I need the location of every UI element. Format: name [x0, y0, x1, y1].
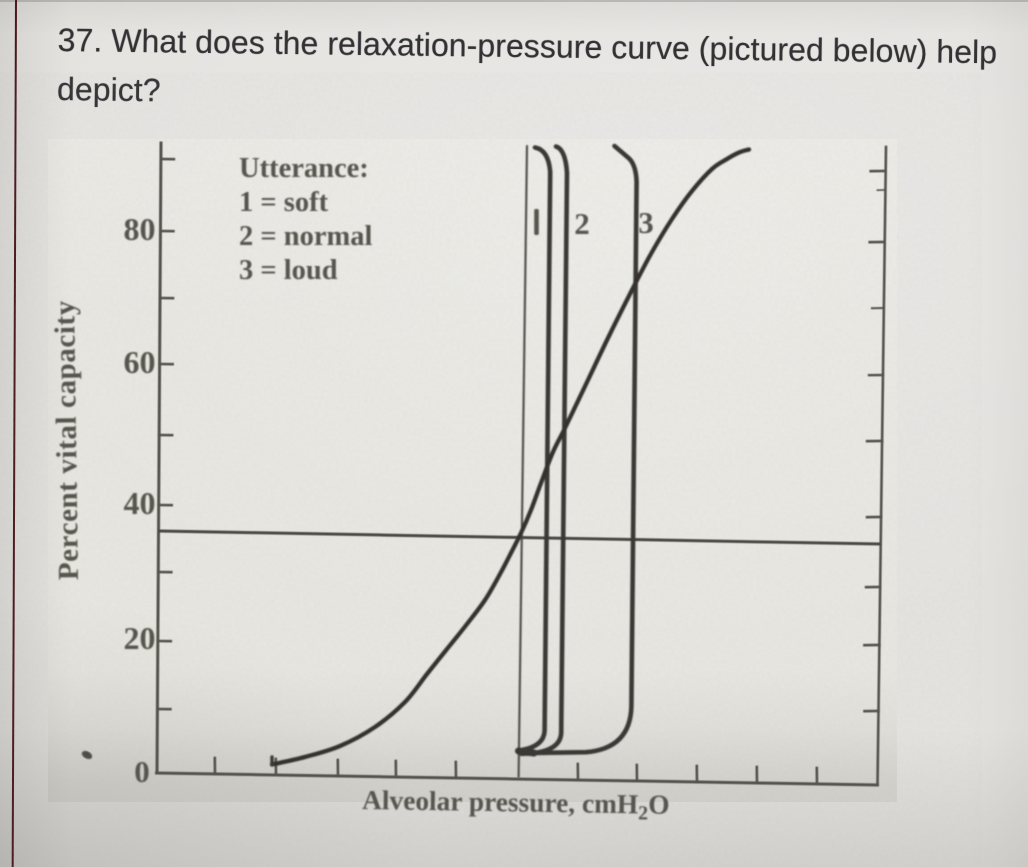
svg-text:Utterance:: Utterance:	[239, 153, 369, 184]
svg-text:3 = loud: 3 = loud	[239, 255, 338, 286]
svg-text:2 = normal: 2 = normal	[239, 221, 372, 252]
svg-text:80: 80	[124, 211, 156, 247]
svg-text:60: 60	[124, 344, 156, 380]
svg-text:0: 0	[134, 754, 150, 789]
svg-text:Percent vital capacity: Percent vital capacity	[49, 300, 85, 580]
svg-text:2: 2	[574, 206, 590, 241]
svg-text:40: 40	[124, 485, 156, 521]
svg-text:1 = soft: 1 = soft	[239, 187, 329, 218]
svg-text:20: 20	[124, 620, 156, 656]
svg-text:3: 3	[638, 205, 654, 240]
